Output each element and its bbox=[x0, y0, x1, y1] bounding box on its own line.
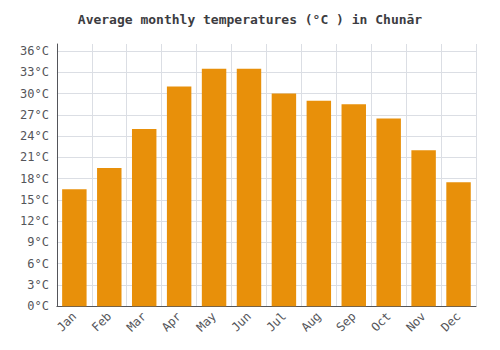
svg-text:6°C: 6°C bbox=[27, 257, 49, 271]
svg-text:0°C: 0°C bbox=[27, 299, 49, 313]
svg-text:Dec: Dec bbox=[438, 309, 463, 334]
svg-text:24°C: 24°C bbox=[20, 129, 49, 143]
svg-text:21°C: 21°C bbox=[20, 150, 49, 164]
svg-text:Nov: Nov bbox=[403, 309, 428, 334]
svg-text:33°C: 33°C bbox=[20, 65, 49, 79]
svg-text:Oct: Oct bbox=[368, 309, 393, 334]
svg-text:Jan: Jan bbox=[54, 309, 79, 334]
svg-text:Aug: Aug bbox=[299, 309, 324, 334]
svg-text:Average monthly temperatures (: Average monthly temperatures (°C ) in Ch… bbox=[78, 12, 423, 27]
svg-text:27°C: 27°C bbox=[20, 108, 49, 122]
svg-text:15°C: 15°C bbox=[20, 193, 49, 207]
svg-text:May: May bbox=[194, 309, 219, 334]
svg-text:Mar: Mar bbox=[124, 309, 149, 334]
svg-text:Sep: Sep bbox=[333, 309, 358, 334]
svg-text:36°C: 36°C bbox=[20, 44, 49, 58]
svg-text:Apr: Apr bbox=[159, 309, 184, 334]
svg-text:3°C: 3°C bbox=[27, 278, 49, 292]
svg-text:9°C: 9°C bbox=[27, 235, 49, 249]
svg-text:Jul: Jul bbox=[264, 309, 289, 334]
svg-text:18°C: 18°C bbox=[20, 172, 49, 186]
svg-text:30°C: 30°C bbox=[20, 87, 49, 101]
svg-text:Jun: Jun bbox=[229, 309, 254, 334]
svg-text:Feb: Feb bbox=[89, 309, 114, 334]
svg-text:12°C: 12°C bbox=[20, 214, 49, 228]
